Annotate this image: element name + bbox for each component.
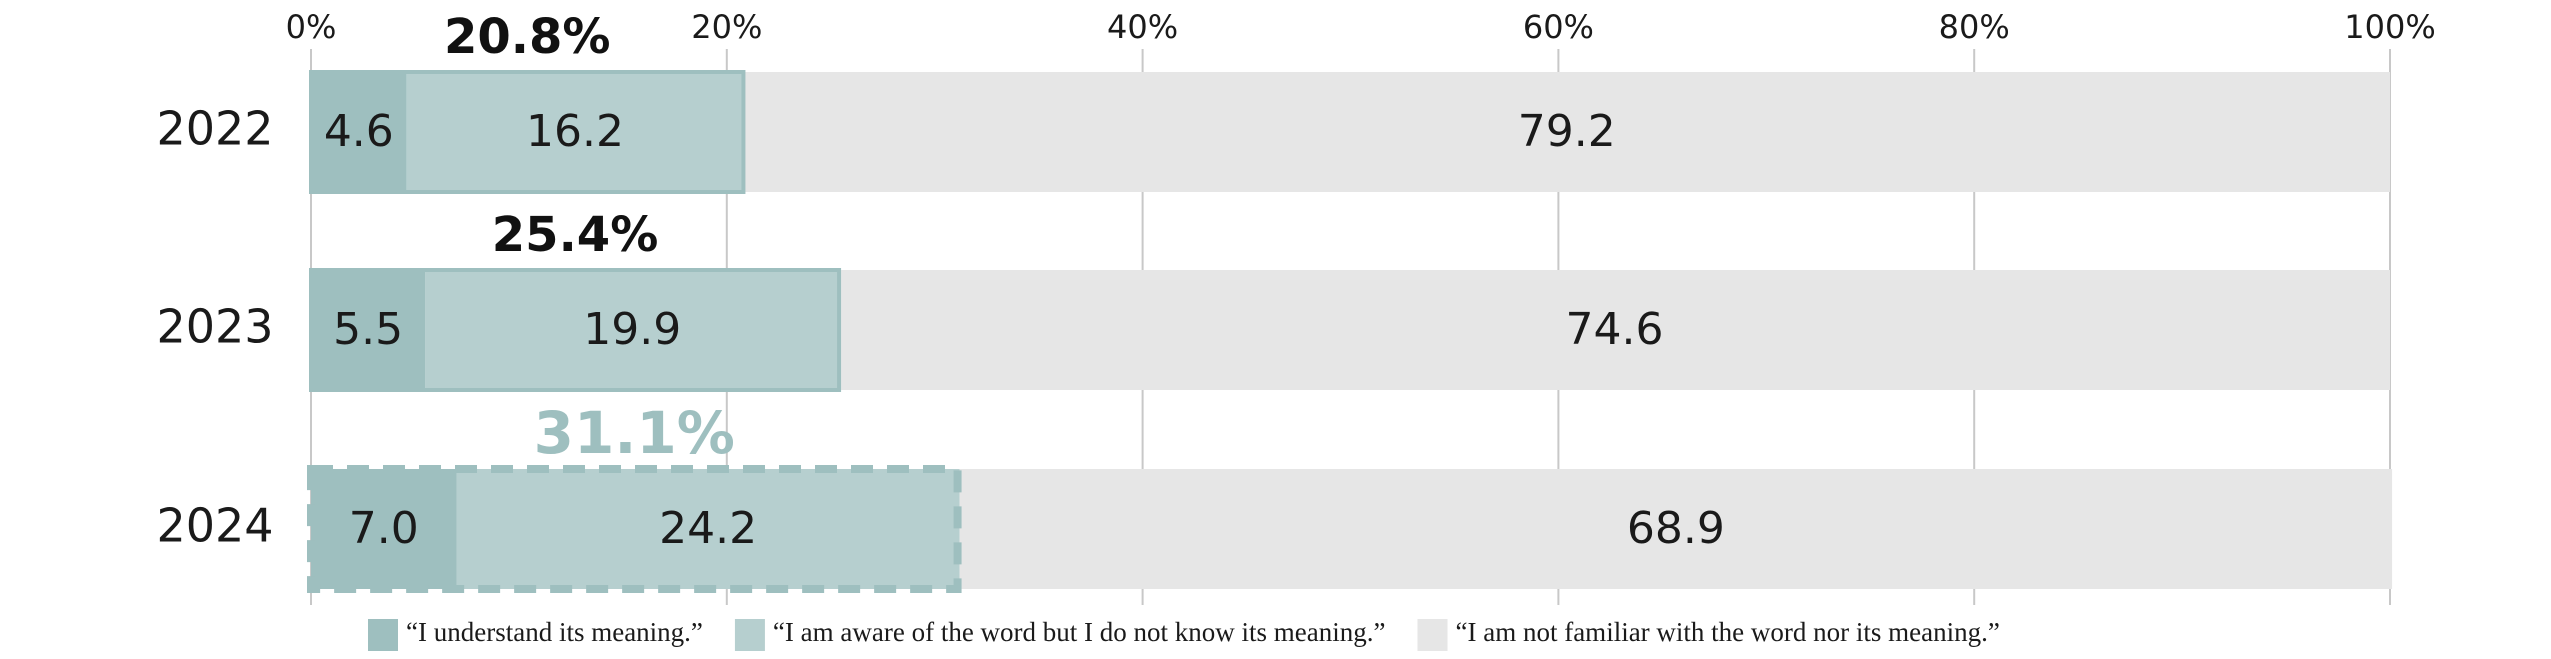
legend-label: “I understand its meaning.” xyxy=(406,617,703,647)
total-outline xyxy=(309,268,842,392)
x-tick-label: 100% xyxy=(2344,8,2435,46)
value-label: 16.2 xyxy=(526,106,624,157)
value-label: 4.6 xyxy=(324,106,394,157)
legend-label: “I am not familiar with the word nor its… xyxy=(1456,617,2000,647)
value-label: 68.9 xyxy=(1627,503,1725,554)
bar-segment xyxy=(839,270,2391,390)
total-label: 25.4% xyxy=(492,207,659,263)
legend-swatch xyxy=(1417,619,1448,651)
y-tick-label: 2024 xyxy=(156,499,273,553)
x-tick-label: 80% xyxy=(1939,8,2010,46)
bar-segment xyxy=(406,72,744,192)
y-tick-label: 2023 xyxy=(156,300,273,354)
legend-label: “I am aware of the word but I do not kno… xyxy=(773,617,1386,647)
bar-segment xyxy=(456,469,960,589)
x-tick-label: 60% xyxy=(1523,8,1594,46)
value-label: 74.6 xyxy=(1566,304,1664,355)
bar-segment xyxy=(311,72,407,192)
value-label: 24.2 xyxy=(659,503,757,554)
value-label: 7.0 xyxy=(349,503,419,554)
total-outline xyxy=(307,465,962,593)
bar-segment xyxy=(311,469,457,589)
bar-segment xyxy=(959,469,2393,589)
value-label: 5.5 xyxy=(333,304,403,355)
value-label: 79.2 xyxy=(1518,106,1616,157)
value-label: 19.9 xyxy=(583,304,681,355)
bar-segment xyxy=(743,72,2390,192)
bar-segment xyxy=(425,270,840,390)
legend-swatch xyxy=(368,619,398,651)
legend-swatch xyxy=(734,619,765,651)
x-tick-label: 40% xyxy=(1107,8,1178,46)
total-outline xyxy=(309,70,746,194)
x-tick-label: 20% xyxy=(691,8,762,46)
bar-segment xyxy=(311,270,426,390)
total-label: 31.1% xyxy=(534,399,735,467)
x-tick-label: 0% xyxy=(286,8,337,46)
y-tick-label: 2022 xyxy=(156,102,273,156)
total-label: 20.8% xyxy=(444,9,611,65)
